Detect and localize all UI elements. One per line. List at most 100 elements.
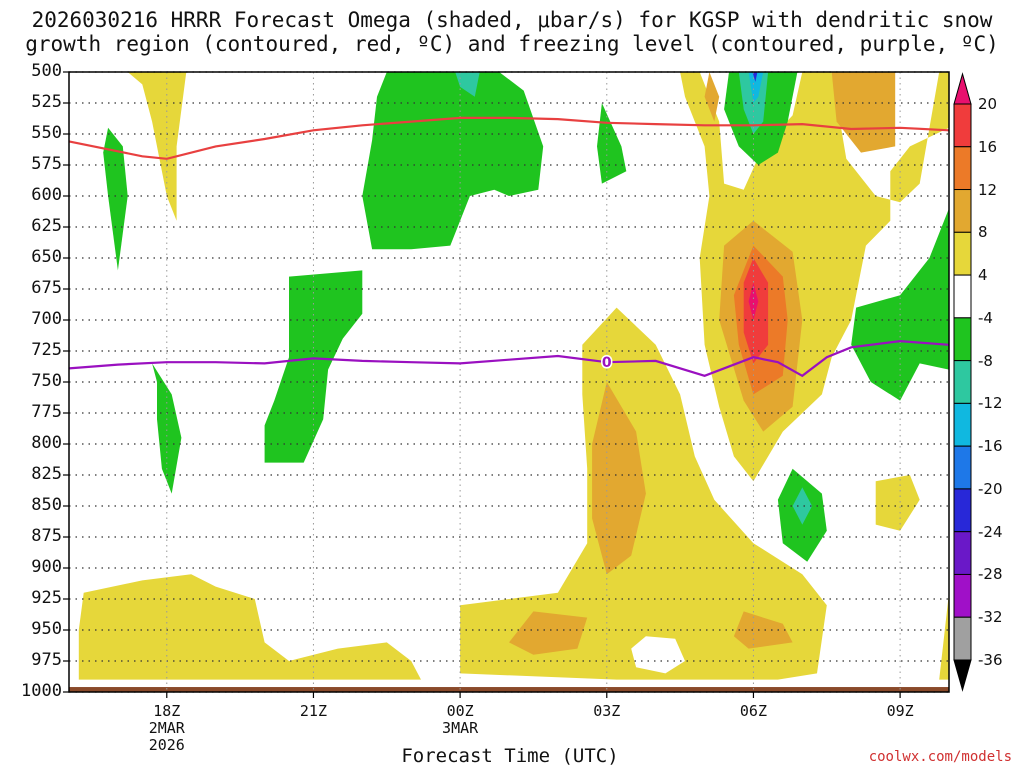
colorbar-tick-label: 16 [978,137,998,156]
x-tick-sublabel1: 3MAR [442,719,479,737]
x-tick-sublabel2 [713,737,793,754]
y-tick-label: 800 [31,433,62,453]
y-tick-label: 700 [31,309,62,329]
omega-region-27 [939,592,949,680]
x-tick-label: 03Z [567,703,647,754]
x-tick-sublabel1: 2MAR [148,719,185,737]
omega-region-4 [264,270,363,463]
y-tick-label: 950 [31,619,62,639]
omega-region-2 [362,72,544,250]
y-tick-label: 525 [31,92,62,112]
x-tick-label: 21Z [273,703,353,754]
colorbar-box-3 [953,231,972,276]
x-tick-label: 18Z 2MAR 2026 [127,703,207,754]
x-tick-sublabel1 [567,720,647,737]
omega-region-22 [748,282,759,320]
colorbar-box-8 [953,445,972,490]
y-tick-label: 750 [31,371,62,391]
dendritic-growth-contour [68,116,950,160]
y-tick-label: 850 [31,495,62,515]
colorbar-tick-label: 8 [978,223,988,242]
omega-region-26 [875,475,920,531]
y-tick-label: 725 [31,340,62,360]
x-tick-label: 00Z 3MAR [420,703,500,754]
omega-region-0 [127,72,187,221]
x-tick-label: 09Z [860,703,940,754]
omega-region-16 [738,72,769,134]
colorbar-top-triangle [953,72,972,105]
colorbar-tick-label: -16 [978,437,1003,456]
omega-region-5 [152,363,182,494]
y-tick-label: 650 [31,247,62,267]
omega-region-1 [103,127,128,271]
colorbar-box-4 [953,274,972,319]
omega-region-11 [78,574,422,680]
colorbar-tick-label: 12 [978,180,998,199]
surface-terrain [69,687,949,692]
colorbar-tick-label: -8 [978,351,993,370]
omega-region-9 [509,611,588,655]
colorbar-tick-label: -12 [978,394,1003,413]
freezing-level-contour [68,339,950,378]
colorbar-tick-label: -20 [978,479,1003,498]
colorbar-tick-label: -36 [978,651,1003,669]
x-axis-label: Forecast Time (UTC) [401,745,619,767]
colorbar-tick-label: -4 [978,308,993,327]
x-tick-label: 00Z [446,702,474,720]
credit-link[interactable]: coolwx.com/models [868,749,1012,765]
x-tick-sublabel1 [713,720,793,737]
omega-region-8 [592,382,646,575]
omega-region-14 [831,72,896,153]
colorbar-box-6 [953,360,972,404]
x-tick-label: 21Z [299,702,327,720]
y-tick-label: 825 [31,464,62,484]
y-tick-label: 500 [31,61,62,81]
y-tick-label: 900 [31,557,62,577]
colorbar-box-11 [953,573,972,618]
freezing-level-label: 0 [602,355,612,371]
y-tick-label: 550 [31,123,62,143]
colorbar-box-7 [953,402,972,447]
omega-region-10 [631,636,685,674]
omega-region-24 [792,487,813,525]
x-tick-sublabel2: 2026 [148,736,185,754]
omega-region-17 [748,72,764,103]
y-tick-label: 975 [31,650,62,670]
y-tick-label: 775 [31,402,62,422]
omega-region-21 [743,258,769,364]
omega-region-28 [733,611,793,649]
omega-region-3 [455,72,480,97]
colorbar-box-9 [953,488,972,533]
y-tick-label: 575 [31,154,62,174]
chart-title-line-2: growth region (contoured, red, ºC) and f… [25,32,999,56]
y-tick-label: 925 [31,588,62,608]
x-tick-label: 09Z [886,702,914,720]
colorbar-tick-label: -32 [978,608,1003,627]
colorbar-bottom-triangle [953,659,972,692]
x-tick-sublabel1 [273,720,353,737]
y-tick-label: 625 [31,216,62,236]
x-tick-label: 18Z [153,702,181,720]
chart-title-line-1: 2026030216 HRRR Forecast Omega (shaded, … [31,8,993,32]
colorbar-box-0 [953,103,972,148]
colorbar-box-12 [953,616,972,661]
colorbar-box-10 [953,531,972,575]
x-tick-sublabel1 [860,720,940,737]
y-tick-label: 675 [31,278,62,298]
x-tick-label: 06Z [739,702,767,720]
x-tick-label: 03Z [593,702,621,720]
y-tick-label: 600 [31,185,62,205]
colorbar-box-5 [953,317,972,362]
colorbar-tick-label: 4 [978,266,988,285]
omega-region-13 [704,72,720,122]
colorbar-box-1 [953,146,972,191]
omega-region-18 [752,72,758,82]
colorbar-box-2 [953,189,972,233]
colorbar-tick-label: -28 [978,565,1003,584]
colorbar-tick-label: -24 [978,522,1003,541]
y-tick-label: 875 [31,526,62,546]
y-tick-label: 1000 [21,681,62,701]
x-tick-label: 06Z [713,703,793,754]
colorbar-tick-label: 20 [978,95,998,113]
